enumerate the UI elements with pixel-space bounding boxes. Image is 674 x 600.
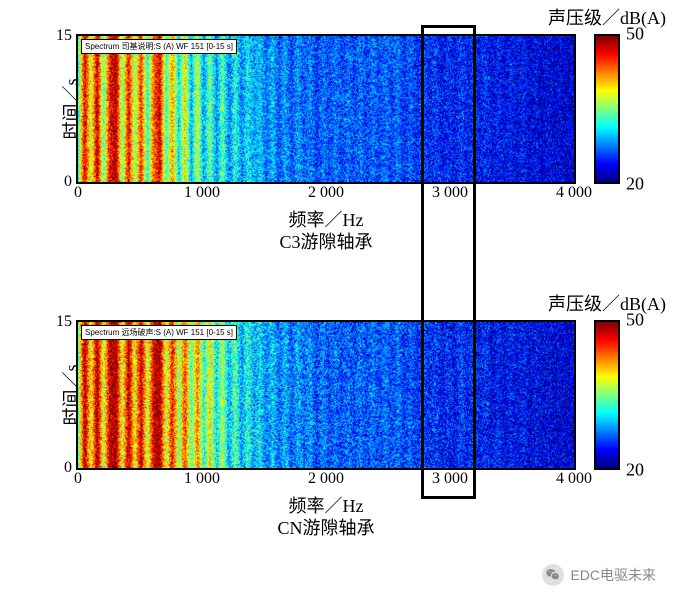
colorbar-tick-max: 50: [620, 310, 644, 331]
inset-label-bottom: Spectrum 远场破声:S (A) WF 151 [0-15 s]: [81, 325, 237, 340]
panel-subtitle-bottom: CN游隙轴承: [277, 514, 374, 540]
x-tick: 0: [74, 468, 82, 488]
x-tick: 2 000: [308, 468, 344, 488]
x-tick: 4 000: [556, 468, 592, 488]
spectrogram-panel-top: 时间／s Spectrum 司基说明:S (A) WF 151 [0-15 s]…: [76, 34, 576, 184]
colorbar-title-bottom: 声压级／dB(A): [548, 290, 666, 316]
colorbar-title-top: 声压级／dB(A): [548, 4, 666, 30]
panel-subtitle-top: C3游隙轴承: [279, 228, 372, 254]
colorbar-tick-min: 20: [620, 174, 644, 195]
watermark: EDC电驱未来: [542, 564, 656, 586]
x-tick: 1 000: [184, 468, 220, 488]
plot-area-bottom: Spectrum 远场破声:S (A) WF 151 [0-15 s] 15 0…: [76, 320, 576, 470]
x-tick: 3 000: [432, 182, 468, 202]
x-tick: 4 000: [556, 182, 592, 202]
inset-label-top: Spectrum 司基说明:S (A) WF 151 [0-15 s]: [81, 39, 237, 54]
spectrogram-panel-bottom: 时间／s Spectrum 远场破声:S (A) WF 151 [0-15 s]…: [76, 320, 576, 470]
wechat-icon: [542, 564, 564, 586]
spectrogram-canvas-top: [78, 36, 574, 182]
colorbar-gradient-bottom: [594, 320, 620, 470]
plot-area-top: Spectrum 司基说明:S (A) WF 151 [0-15 s] 15 0…: [76, 34, 576, 184]
x-tick: 2 000: [308, 182, 344, 202]
x-tick: 1 000: [184, 182, 220, 202]
watermark-text: EDC电驱未来: [570, 565, 656, 585]
colorbar-top: 声压级／dB(A) 50 20: [594, 34, 620, 184]
colorbar-tick-max: 50: [620, 24, 644, 45]
x-tick: 3 000: [432, 468, 468, 488]
x-tick: 0: [74, 182, 82, 202]
spectrogram-canvas-bottom: [78, 322, 574, 468]
colorbar-tick-min: 20: [620, 460, 644, 481]
y-tick: 15: [56, 27, 78, 45]
colorbar-bottom: 声压级／dB(A) 50 20: [594, 320, 620, 470]
y-tick: 15: [56, 313, 78, 331]
colorbar-gradient-top: [594, 34, 620, 184]
